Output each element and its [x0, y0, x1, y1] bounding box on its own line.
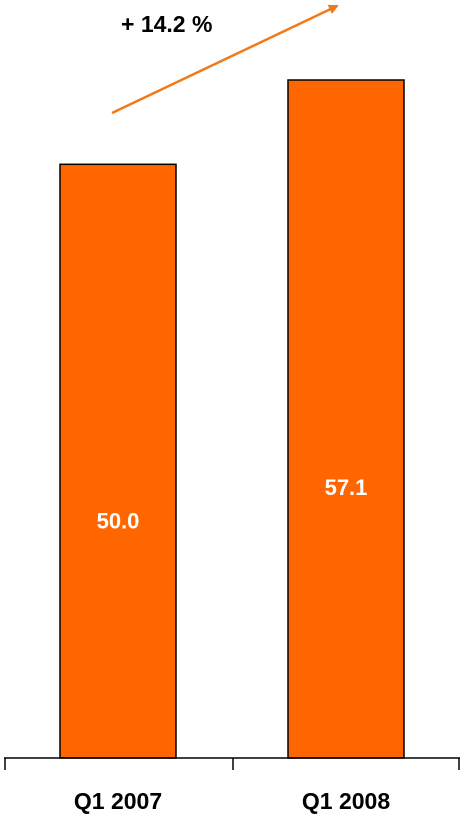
bar-2: [287, 79, 405, 759]
category-label-2: Q1 2008: [302, 788, 390, 814]
growth-arrow: [111, 4, 339, 115]
bar-1: [59, 163, 177, 759]
growth-annotation-text: + 14.2 %: [121, 11, 212, 37]
labels-group: 50.0 Q1 2007 57.1 Q1 2008: [74, 475, 390, 814]
category-label-1: Q1 2007: [74, 788, 162, 814]
bar-value-label-2: 57.1: [325, 475, 368, 500]
bar-value-label-1: 50.0: [97, 509, 140, 534]
growth-annotation: + 14.2 %: [111, 4, 339, 115]
bars-group: [59, 79, 405, 759]
